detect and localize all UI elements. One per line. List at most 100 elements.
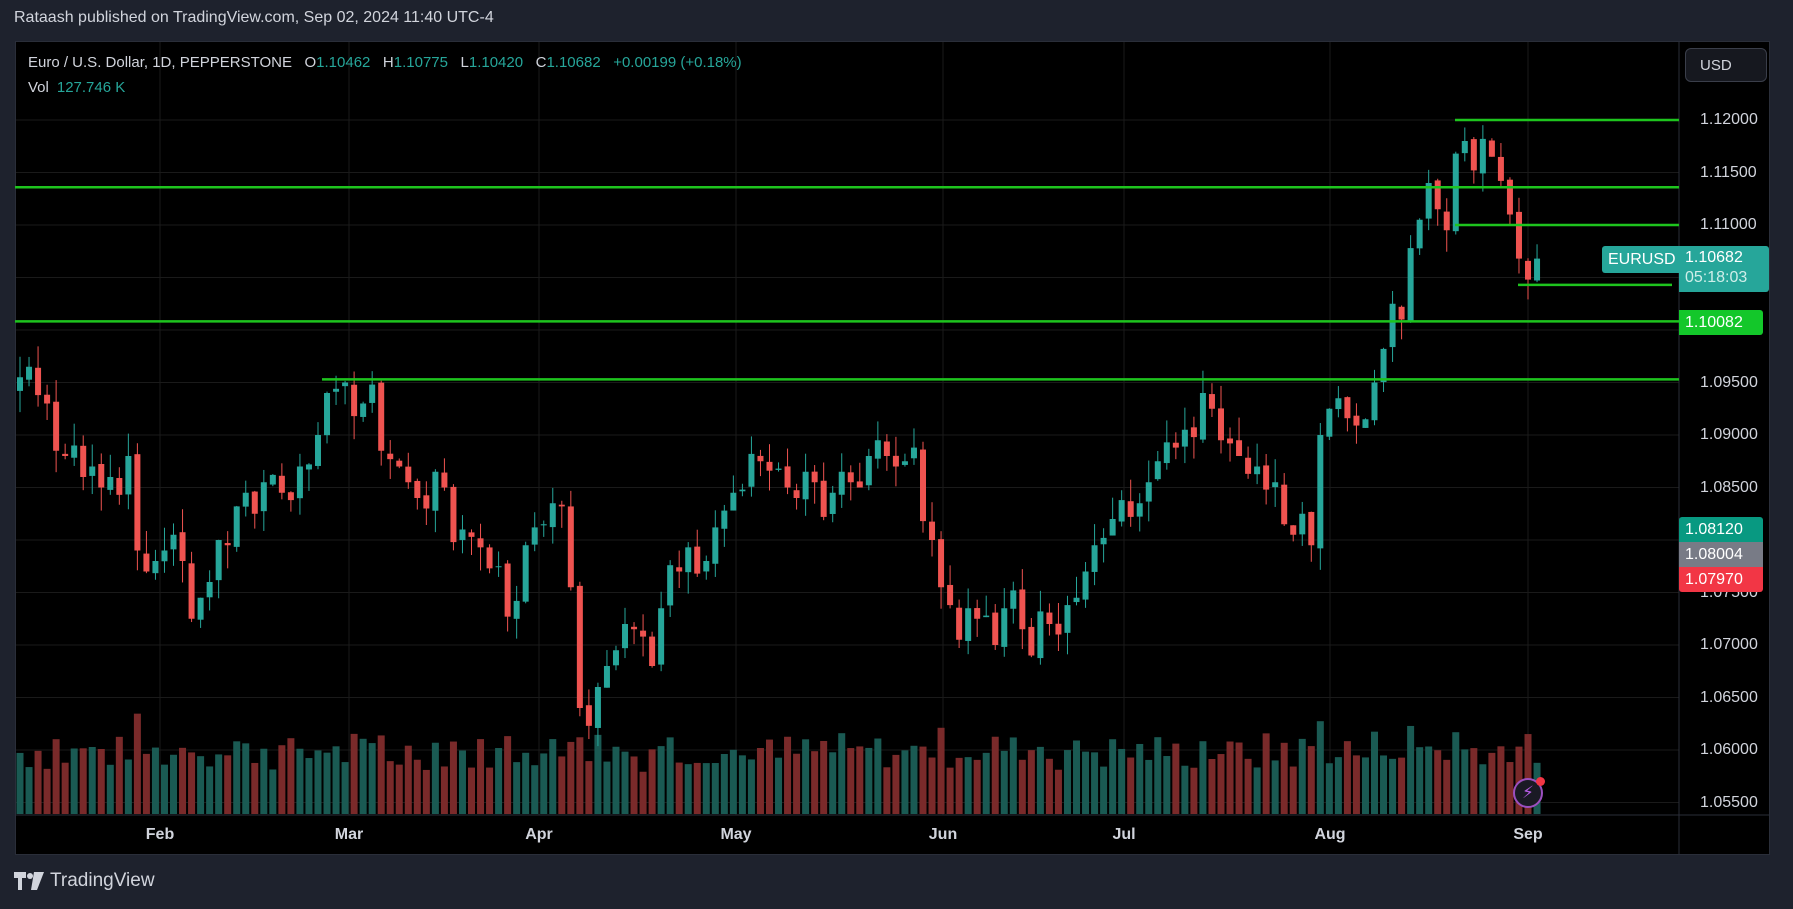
volume-bar: [468, 767, 475, 814]
volume-bar: [25, 767, 33, 814]
volume-bar: [1199, 741, 1207, 814]
volume-bar: [784, 736, 792, 814]
volume-bar: [1145, 759, 1153, 814]
candle: [1299, 513, 1306, 535]
ohlc-legend: Euro / U.S. Dollar, 1D, PEPPERSTONE O1.1…: [28, 54, 742, 71]
candle: [1470, 139, 1477, 171]
last-price-tag: 1.10682 05:18:03: [1679, 246, 1769, 292]
candle: [1010, 590, 1017, 609]
candle: [901, 461, 908, 465]
candle: [278, 475, 285, 493]
candle: [1488, 140, 1495, 157]
candle: [71, 445, 78, 458]
volume-bar: [946, 767, 954, 814]
candle: [1380, 348, 1387, 383]
volume-bar: [1271, 760, 1279, 814]
tradingview-logo[interactable]: TradingView: [14, 870, 155, 892]
candle: [233, 506, 240, 547]
volume-bar: [142, 753, 150, 814]
candle: [1046, 612, 1053, 624]
volume-bar: [224, 755, 232, 814]
candle: [1136, 503, 1143, 517]
volume-bar: [919, 746, 927, 814]
volume-bar: [314, 750, 322, 814]
volume-bar: [1100, 766, 1108, 814]
symbol-title[interactable]: Euro / U.S. Dollar, 1D, PEPPERSTONE: [28, 54, 292, 71]
volume-bar: [1425, 746, 1433, 814]
volume-bar: [964, 757, 972, 814]
volume-bar: [811, 751, 819, 814]
volume-bar: [1127, 757, 1135, 814]
candle: [1073, 597, 1080, 603]
candle: [1172, 442, 1179, 448]
volume-bar: [477, 739, 485, 814]
volume-bar: [820, 740, 828, 814]
volume-bar: [793, 753, 801, 814]
candle: [1100, 537, 1107, 545]
candle: [883, 441, 890, 456]
line-price-tag: 1.10082: [1679, 310, 1763, 335]
volume-bar: [802, 739, 810, 814]
candle: [1227, 438, 1234, 444]
candle: [1534, 258, 1541, 281]
volume-bar: [1253, 767, 1261, 814]
volume-bar: [215, 754, 223, 814]
volume-bar: [729, 749, 737, 814]
candle: [775, 468, 782, 470]
volume-bar: [1045, 758, 1053, 814]
candle: [658, 608, 665, 665]
candle: [1506, 179, 1513, 215]
volume-bar: [883, 767, 891, 814]
volume-bar: [1054, 769, 1062, 814]
candle: [793, 490, 800, 498]
volume-bar: [738, 755, 746, 814]
volume-bar: [910, 745, 918, 814]
volume-bar: [1073, 740, 1081, 814]
candle: [161, 550, 168, 562]
volume-bar: [973, 759, 981, 814]
candle: [1281, 484, 1288, 525]
candle: [1497, 156, 1504, 181]
bar-countdown: 05:18:03: [1685, 269, 1748, 286]
candle: [260, 482, 267, 512]
candle: [1434, 180, 1441, 210]
candle: [1290, 525, 1297, 535]
volume-bar: [775, 757, 783, 814]
volume-bar: [278, 745, 286, 814]
candle: [1028, 626, 1035, 656]
candle: [1479, 138, 1486, 174]
lightning-icon[interactable]: ⚡: [1513, 777, 1545, 808]
candle: [251, 491, 258, 514]
volume-bar: [1343, 741, 1351, 814]
candle: [486, 547, 493, 569]
candle: [98, 464, 105, 488]
volume-bar: [1181, 765, 1189, 814]
volume-bar: [675, 762, 683, 814]
volume-bar: [242, 743, 250, 814]
volume-bar: [206, 766, 214, 814]
candle: [531, 527, 538, 545]
candle: [495, 566, 502, 568]
candle: [1254, 466, 1261, 475]
volume-bar: [151, 747, 159, 814]
candle: [170, 534, 177, 550]
time-axis-label: May: [720, 826, 752, 843]
volume-bar: [395, 764, 403, 814]
candle: [1001, 608, 1008, 647]
candle: [351, 384, 358, 417]
volume-bar: [603, 761, 611, 814]
price-axis-label: 1.06000: [1700, 741, 1758, 758]
volume-legend: Vol 127.746 K: [28, 79, 126, 96]
time-axis-label: Jul: [1112, 826, 1136, 843]
candle: [1082, 571, 1089, 600]
volume-bar: [756, 748, 764, 814]
volume-bar: [1316, 721, 1324, 814]
volume-bar: [1325, 763, 1333, 814]
volume-bar: [829, 752, 837, 814]
volume-bar: [323, 752, 331, 814]
chart-panel[interactable]: [15, 41, 1770, 855]
candle: [1344, 397, 1351, 419]
candle: [938, 539, 945, 588]
currency-button[interactable]: USD: [1685, 48, 1767, 82]
